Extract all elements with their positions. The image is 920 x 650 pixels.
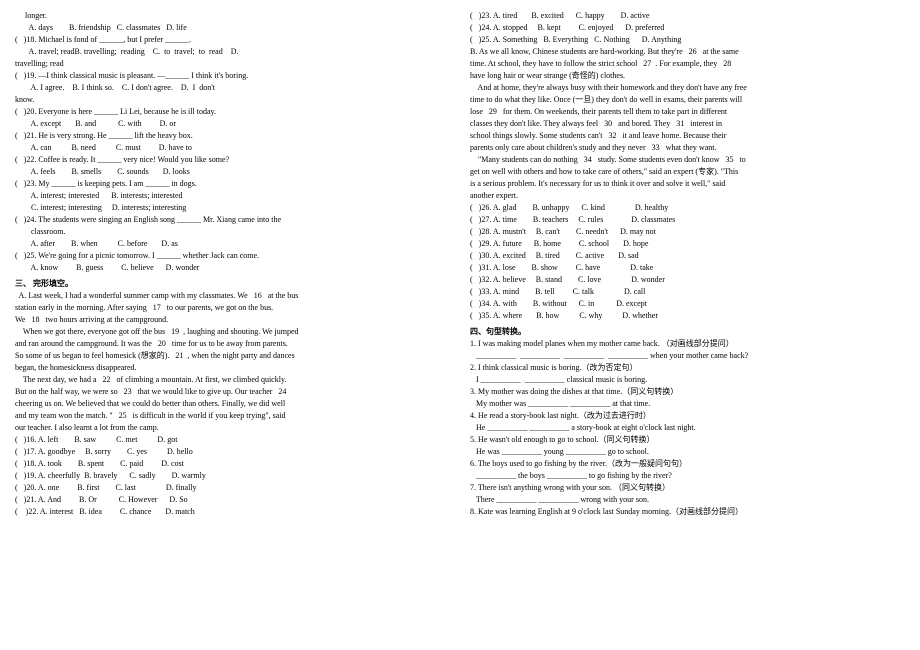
q24: ( )24. The students were singing an Engl…	[15, 214, 450, 226]
passage-b-4: And at home, they're always busy with th…	[470, 82, 905, 94]
transform-q8a: 8. Kate was learning English at 9 o'cloc…	[470, 506, 905, 518]
passage-a-3: We 18 two hours arriving at the campgrou…	[15, 314, 450, 326]
passage-b-2: time. At school, they have to follow the…	[470, 58, 905, 70]
passage-a-9: But on the half way, we were so 23 that …	[15, 386, 450, 398]
transform-q4a: 4. He read a story-book last night.（改为过去…	[470, 410, 905, 422]
right-column: ( )23. A. tired B. excited C. happy D. a…	[470, 10, 905, 640]
q22: ( )22. Coffee is ready. It ______ very n…	[15, 154, 450, 166]
cloze-b29: ( )29. A. future B. home C. school D. ho…	[470, 238, 905, 250]
cloze-16: ( )16. A. left B. saw C. met D. got	[15, 434, 450, 446]
options-24: A. after B. when C. before D. as	[15, 238, 450, 250]
cloze-b32: ( )32. A. believe B. stand C. love D. wo…	[470, 274, 905, 286]
q25: ( )25. We're going for a picnic tomorrow…	[15, 250, 450, 262]
passage-a-1: A. Last week, I had a wonderful summer c…	[15, 290, 450, 302]
q19: ( )19. —I think classical music is pleas…	[15, 70, 450, 82]
passage-b-5: time to do what they like. Once (一旦) the…	[470, 94, 905, 106]
transform-q6a: 6. The boys used to go fishing by the ri…	[470, 458, 905, 470]
q20: ( )20. Everyone is here ______ Li Lei, b…	[15, 106, 450, 118]
passage-b-1: B. As we all know, Chinese students are …	[470, 46, 905, 58]
cloze-18: ( )18. A. took B. spent C. paid D. cost	[15, 458, 450, 470]
cloze-24: ( )24. A. stopped B. kept C. enjoyed D. …	[470, 22, 905, 34]
cloze-b34: ( )34. A. with B. without C. in D. excep…	[470, 298, 905, 310]
cloze-23: ( )23. A. tired B. excited C. happy D. a…	[470, 10, 905, 22]
options-19: A. I agree. B. I think so. C. I don't ag…	[15, 82, 450, 94]
passage-a-2: station early in the morning. After sayi…	[15, 302, 450, 314]
options-18b: travelling; read	[15, 58, 450, 70]
transform-q7a: 7. There isn't anything wrong with your …	[470, 482, 905, 494]
transform-q1b: __________ __________ __________ _______…	[470, 350, 905, 362]
cloze-20: ( )20. A. one B. first C. last D. finall…	[15, 482, 450, 494]
cloze-19: ( )19. A. cheerfully B. bravely C. sadly…	[15, 470, 450, 482]
q24b: classroom.	[15, 226, 450, 238]
passage-a-5: and ran around the campground. It was th…	[15, 338, 450, 350]
transform-q3b: My mother was __________ __________ at t…	[470, 398, 905, 410]
passage-b-12: is a serious problem. It's necessary for…	[470, 178, 905, 190]
passage-a-10: cheering us on. We believed that we coul…	[15, 398, 450, 410]
q23: ( )23. My ______ is keeping pets. I am _…	[15, 178, 450, 190]
cloze-b26: ( )26. A. glad B. unhappy C. kind D. hea…	[470, 202, 905, 214]
cloze-b28: ( )28. A. mustn't B. can't C. needn't D.…	[470, 226, 905, 238]
cloze-21: ( )21. A. And B. Or C. However D. So	[15, 494, 450, 506]
q18: ( )18. Michael is fond of ______, but I …	[15, 34, 450, 46]
passage-b-9: parents only care about children's study…	[470, 142, 905, 154]
passage-b-3: have long hair or wear strange (奇怪的) clo…	[470, 70, 905, 82]
transform-q1a: 1. I was making model planes when my mot…	[470, 338, 905, 350]
options-23a: A. interest; interested B. interests; in…	[15, 190, 450, 202]
cloze-b35: ( )35. A. where B. how C. why D. whether	[470, 310, 905, 322]
cloze-b33: ( )33. A. mind B. tell C. talk D. call	[470, 286, 905, 298]
passage-b-10: "Many students can do nothing 34 study. …	[470, 154, 905, 166]
passage-a-4: When we got there, everyone got off the …	[15, 326, 450, 338]
transform-q7b: There __________ __________ wrong with y…	[470, 494, 905, 506]
passage-b-8: school things slowly. Some students can'…	[470, 130, 905, 142]
left-column: longer. A. days B. friendship C. classma…	[15, 10, 450, 640]
q-continuation: longer.	[15, 10, 450, 22]
transform-q2a: 2. I think classical music is boring.（改为…	[470, 362, 905, 374]
cloze-b30: ( )30. A. excited B. tired C. active D. …	[470, 250, 905, 262]
passage-b-11: get on well with others and how to take …	[470, 166, 905, 178]
transform-q6b: __________ the boys __________ to go fis…	[470, 470, 905, 482]
options-17b: A. days B. friendship C. classmates D. l…	[15, 22, 450, 34]
cloze-22: ( )22. A. interest B. idea C. chance D. …	[15, 506, 450, 518]
passage-a-7: began, the homesickness disappeared.	[15, 362, 450, 374]
section-3-title: 三、 完形填空。	[15, 278, 450, 290]
options-21: A. can B. need C. must D. have to	[15, 142, 450, 154]
passage-b-13: another expert.	[470, 190, 905, 202]
passage-a-6: So some of us began to feel homesick (想家…	[15, 350, 450, 362]
passage-b-6: lose 29 for them. On weekends, their par…	[470, 106, 905, 118]
options-22: A. feels B. smells C. sounds D. looks	[15, 166, 450, 178]
options-20: A. except B. and C. with D. or	[15, 118, 450, 130]
cloze-25: ( )25. A. Something B. Everything C. Not…	[470, 34, 905, 46]
cloze-17: ( )17. A. goodbye B. sorry C. yes D. hel…	[15, 446, 450, 458]
transform-q4b: He __________ __________ a story-book at…	[470, 422, 905, 434]
passage-a-11: and my team won the match. " 25 is diffi…	[15, 410, 450, 422]
transform-q2b: I __________ __________ classical music …	[470, 374, 905, 386]
transform-q3a: 3. My mother was doing the dishes at tha…	[470, 386, 905, 398]
passage-b-7: classes they don't like. They always fee…	[470, 118, 905, 130]
transform-q5b: He was __________ young __________ go to…	[470, 446, 905, 458]
transform-q5a: 5. He wasn't old enough to go to school.…	[470, 434, 905, 446]
options-19b: know.	[15, 94, 450, 106]
section-4-title: 四、句型转换。	[470, 326, 905, 338]
q21: ( )21. He is very strong. He ______ lift…	[15, 130, 450, 142]
passage-a-12: our teacher. I also learnt a lot from th…	[15, 422, 450, 434]
cloze-b27: ( )27. A. time B. teachers C. rules D. c…	[470, 214, 905, 226]
options-25: A. know B. guess C. believe D. wonder	[15, 262, 450, 274]
options-18: A. travel; readB. travelling; reading C.…	[15, 46, 450, 58]
options-23b: C. interest; interesting D. interests; i…	[15, 202, 450, 214]
cloze-b31: ( )31. A. lose B. show C. have D. take	[470, 262, 905, 274]
passage-a-8: The next day, we had a 22 of climbing a …	[15, 374, 450, 386]
